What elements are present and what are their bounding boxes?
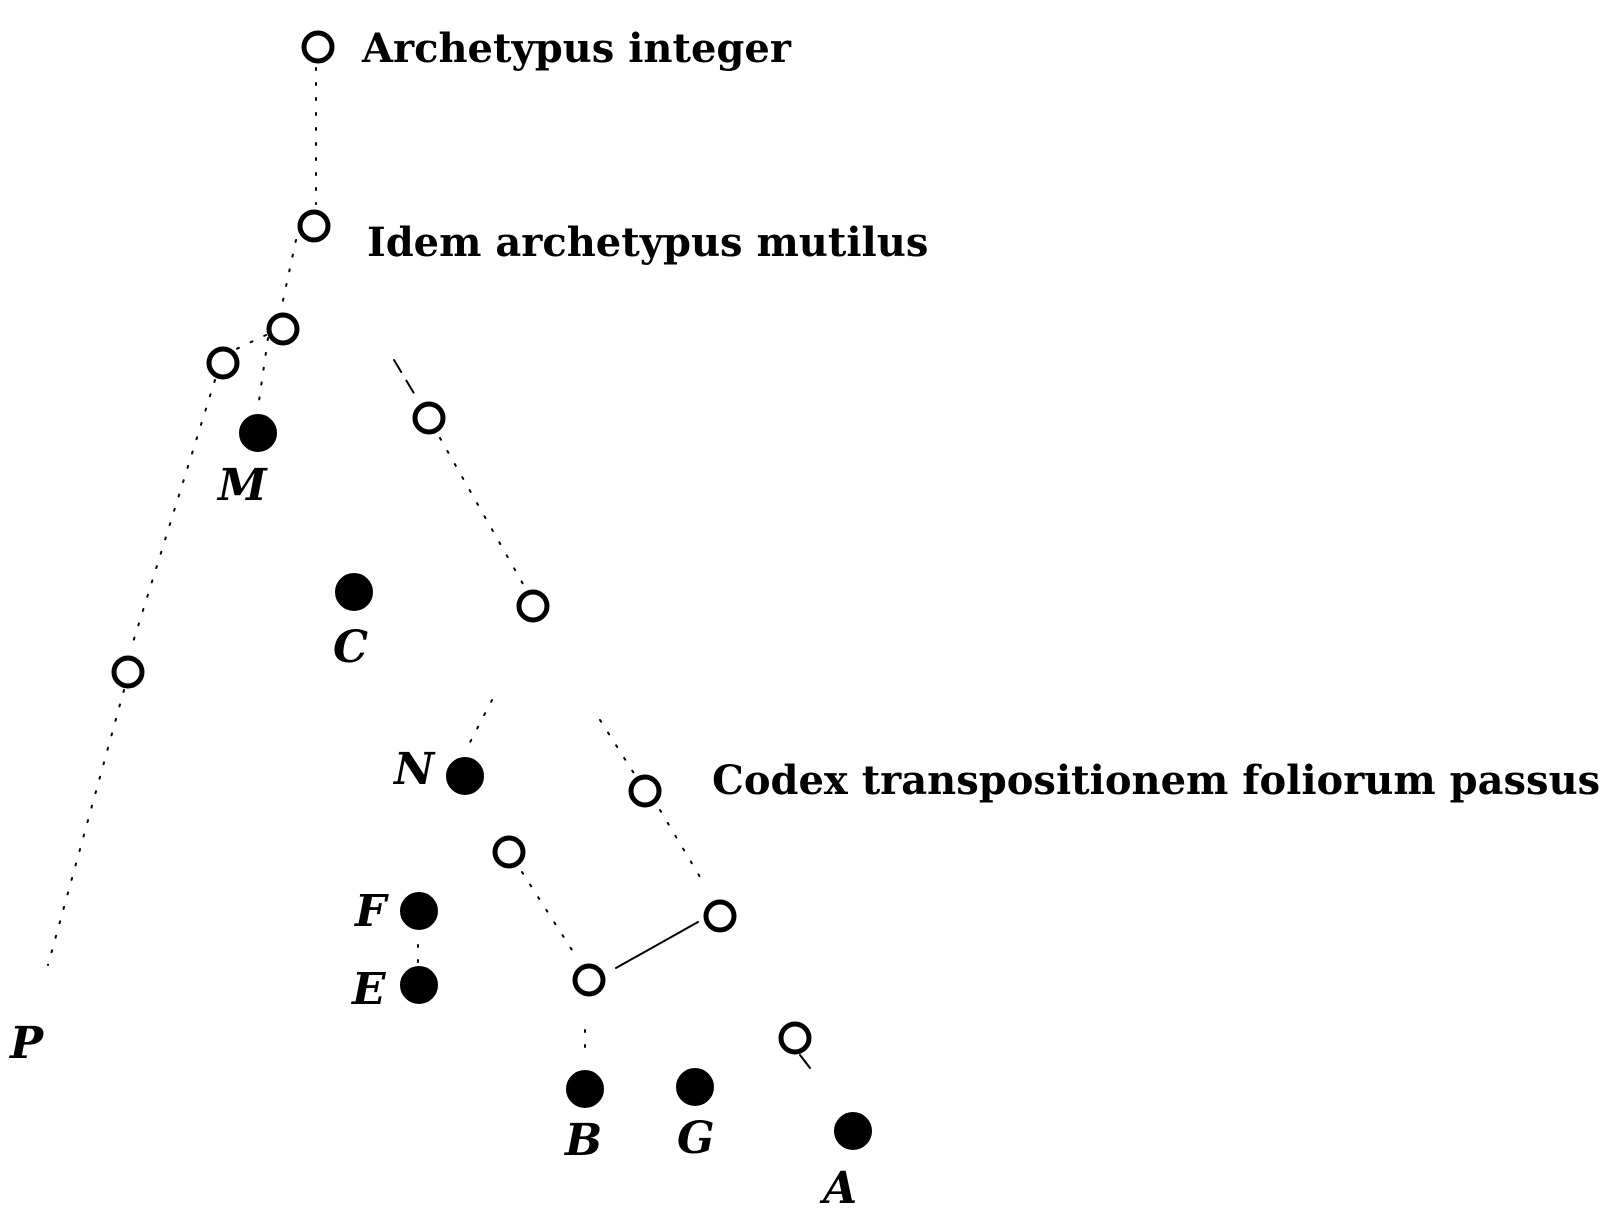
siglum-G: G [677,1113,715,1164]
node-archetypus-mutilus [297,209,331,243]
siglum-F: F [353,886,389,937]
lost-manuscripts [111,30,812,1055]
extant-manuscripts [239,414,872,1150]
siglum-C: C [333,622,368,673]
captions: Archetypus integer Idem archetypus mutil… [361,25,1600,804]
stemma-edges [47,67,811,1069]
sigla: M C N F E P B G A [8,460,857,1214]
node-hyparchetype-5 [111,655,145,689]
caption-archetypus-mutilus: Idem archetypus mutilus [367,219,928,266]
edge-node6-node10 [599,719,636,776]
edge-node10-node11 [659,809,704,883]
node-C [335,573,373,611]
edge-node12-node13 [521,871,573,951]
siglum-B: B [563,1115,602,1166]
node-hyparchetype-9 [778,1021,812,1055]
edge-node3-node4 [229,334,267,353]
node-hyparchetype-7 [703,899,737,933]
node-hyparchetype-2 [206,346,240,380]
edge-node11-node13 [615,921,699,969]
edge-node3-M [257,337,269,409]
node-E [400,966,438,1004]
edge-node5-node6 [439,437,524,585]
edge-node6-N [464,699,493,753]
node-B [566,1070,604,1108]
edge-node4-node9 [129,379,216,653]
caption-codex-transpositionem: Codex transpositionem foliorum passus [712,757,1600,804]
node-hyparchetype-1 [266,312,300,346]
node-F [400,892,438,930]
siglum-P: P [8,1018,45,1069]
edge-node9-P [47,689,125,966]
edge-mutilus-node3 [281,239,297,306]
siglum-M: M [216,460,268,511]
siglum-E: E [350,964,387,1015]
edge-node14-A [799,1054,811,1069]
node-hyparchetype-4 [516,589,550,623]
node-A [834,1112,872,1150]
node-hyparchetype-8 [572,963,606,997]
siglum-N: N [392,744,436,795]
node-codex-transpositionem [628,774,662,808]
caption-archetypus-integer: Archetypus integer [361,25,792,72]
node-archetypus-integer [301,30,335,64]
node-hyparchetype-6 [492,835,526,869]
node-N [446,757,484,795]
node-G [676,1068,714,1106]
edge-branch-node5 [393,359,419,401]
node-M [239,414,277,452]
node-hyparchetype-3 [412,401,446,435]
siglum-A: A [819,1163,857,1214]
